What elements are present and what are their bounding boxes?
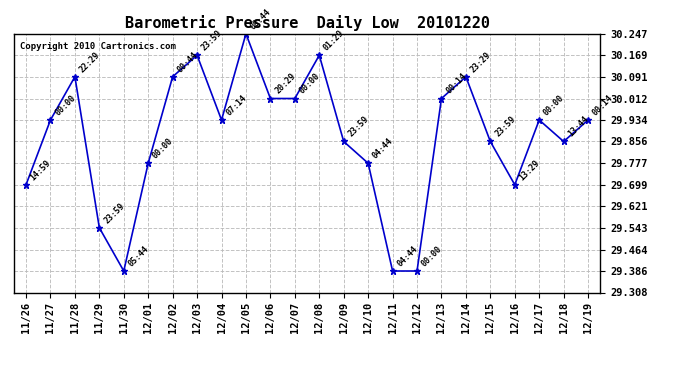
Text: 07:14: 07:14 <box>224 93 248 117</box>
Text: 23:29: 23:29 <box>469 50 493 74</box>
Text: 00:00: 00:00 <box>53 93 77 117</box>
Text: 23:59: 23:59 <box>493 115 517 139</box>
Text: 23:59: 23:59 <box>346 115 371 139</box>
Text: 04:44: 04:44 <box>371 136 395 160</box>
Text: 00:44: 00:44 <box>175 50 199 74</box>
Text: 23:59: 23:59 <box>200 28 224 53</box>
Text: 00:00: 00:00 <box>151 136 175 160</box>
Text: 22:29: 22:29 <box>78 50 101 74</box>
Text: 00:00: 00:00 <box>297 72 322 96</box>
Text: 00:14: 00:14 <box>444 72 469 96</box>
Text: 00:00: 00:00 <box>542 93 566 117</box>
Text: 00:00: 00:00 <box>420 244 444 268</box>
Text: 01:29: 01:29 <box>322 28 346 53</box>
Text: 04:44: 04:44 <box>395 244 420 268</box>
Text: 00:44: 00:44 <box>248 7 273 31</box>
Text: Copyright 2010 Cartronics.com: Copyright 2010 Cartronics.com <box>19 42 175 51</box>
Text: 05:44: 05:44 <box>126 244 150 268</box>
Text: 14:59: 14:59 <box>29 158 53 182</box>
Text: 23:59: 23:59 <box>102 201 126 225</box>
Text: 00:14: 00:14 <box>591 93 615 117</box>
Text: 13:44: 13:44 <box>566 115 591 139</box>
Title: Barometric Pressure  Daily Low  20101220: Barometric Pressure Daily Low 20101220 <box>125 15 489 31</box>
Text: 13:29: 13:29 <box>518 158 542 182</box>
Text: 20:29: 20:29 <box>273 72 297 96</box>
